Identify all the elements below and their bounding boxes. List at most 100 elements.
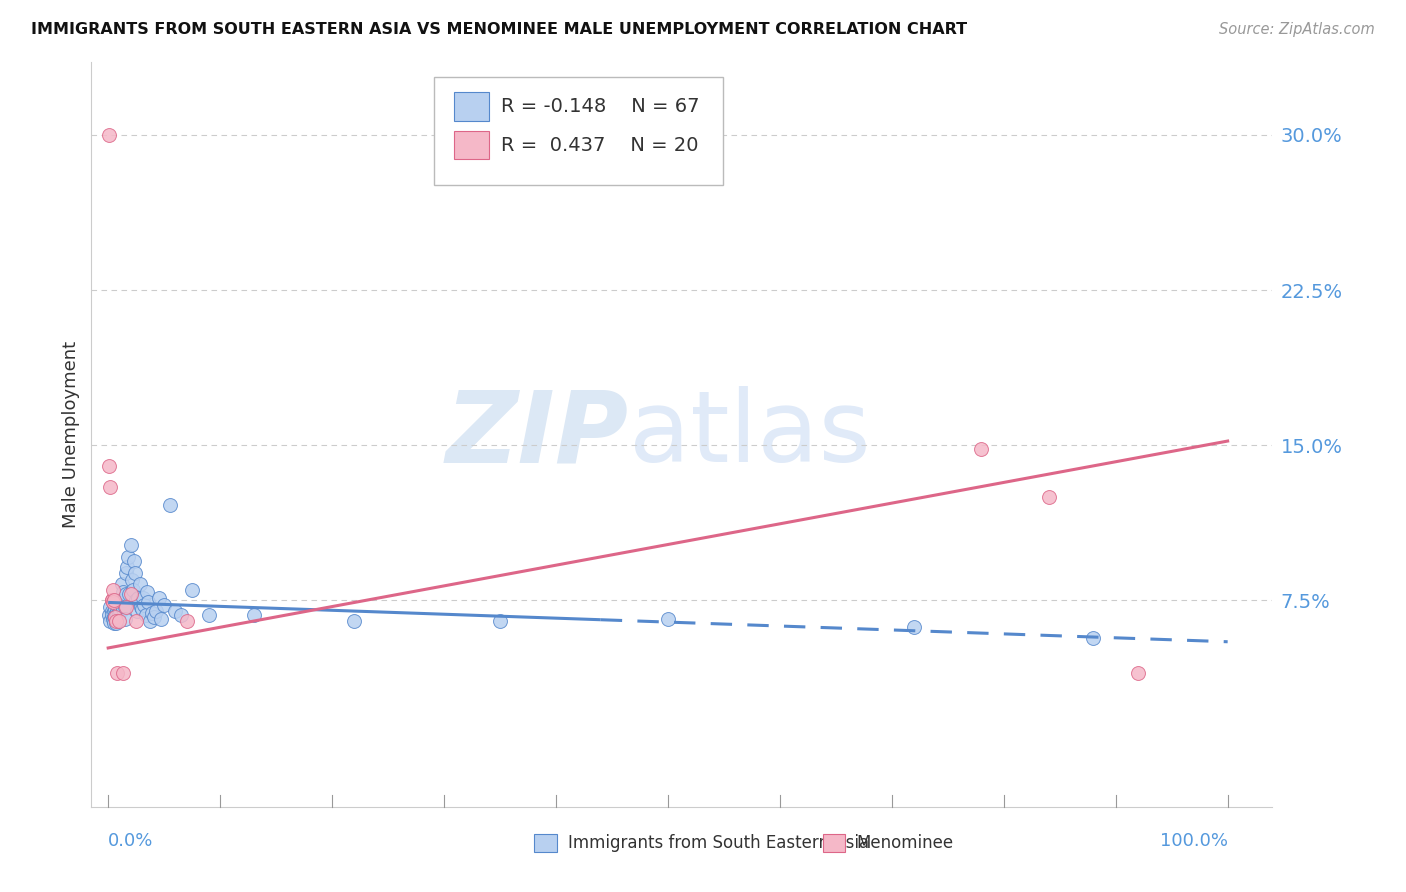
Point	[165, 604, 187, 618]
Point	[100, 479, 122, 493]
Point	[107, 612, 129, 626]
Point	[1126, 665, 1149, 680]
FancyBboxPatch shape	[434, 78, 723, 186]
Point	[343, 614, 366, 628]
Point	[104, 607, 127, 622]
Point	[117, 549, 139, 564]
Point	[129, 599, 152, 614]
Point	[101, 612, 124, 626]
Point	[127, 604, 149, 618]
Point	[100, 599, 122, 614]
Point	[120, 537, 142, 551]
Point	[138, 614, 160, 628]
Point	[112, 593, 135, 607]
Point	[103, 604, 125, 618]
Point	[198, 607, 221, 622]
Text: IMMIGRANTS FROM SOUTH EASTERN ASIA VS MENOMINEE MALE UNEMPLOYMENT CORRELATION CH: IMMIGRANTS FROM SOUTH EASTERN ASIA VS ME…	[31, 22, 967, 37]
Text: 0.0%: 0.0%	[108, 832, 153, 850]
Point	[143, 610, 166, 624]
Point	[970, 442, 993, 457]
Point	[1083, 631, 1105, 645]
Text: R =  0.437    N = 20: R = 0.437 N = 20	[501, 136, 699, 154]
Bar	[454, 131, 489, 160]
Point	[100, 593, 122, 607]
Point	[170, 607, 193, 622]
Point	[103, 616, 125, 631]
Point	[110, 577, 132, 591]
Point	[111, 601, 134, 615]
Point	[114, 612, 136, 626]
Point	[105, 616, 128, 631]
Point	[125, 593, 148, 607]
Point	[121, 573, 143, 587]
Point	[108, 606, 131, 620]
Bar	[454, 92, 489, 120]
Point	[105, 614, 128, 628]
Text: atlas: atlas	[628, 386, 870, 483]
Point	[100, 607, 122, 622]
Point	[122, 554, 145, 568]
Point	[105, 593, 128, 607]
Point	[657, 612, 679, 626]
Point	[176, 614, 198, 628]
Point	[115, 599, 138, 614]
Point	[153, 598, 176, 612]
Point	[108, 614, 131, 628]
Point	[107, 599, 129, 614]
Point	[101, 595, 124, 609]
Point	[903, 620, 925, 634]
Point	[141, 606, 163, 620]
Point	[131, 601, 153, 615]
Text: Immigrants from South Eastern Asia: Immigrants from South Eastern Asia	[568, 834, 869, 852]
Point	[100, 593, 122, 607]
Point	[181, 582, 204, 597]
Point	[118, 587, 141, 601]
Point	[148, 591, 170, 606]
Point	[105, 604, 128, 618]
Text: ZIP: ZIP	[446, 386, 628, 483]
Point	[105, 607, 128, 622]
Point	[135, 607, 157, 622]
Point	[103, 610, 125, 624]
Point	[125, 614, 148, 628]
Point	[127, 591, 149, 606]
Point	[110, 598, 132, 612]
Point	[1038, 490, 1060, 504]
Point	[101, 582, 124, 597]
Text: Menominee: Menominee	[856, 834, 953, 852]
Point	[136, 585, 159, 599]
Point	[114, 599, 136, 614]
Point	[132, 591, 155, 606]
Point	[242, 607, 264, 622]
Point	[98, 458, 121, 473]
Point	[132, 598, 155, 612]
Point	[104, 610, 127, 624]
Point	[100, 604, 122, 618]
Point	[103, 593, 125, 607]
Point	[100, 614, 122, 628]
Point	[145, 604, 167, 618]
Point	[108, 598, 131, 612]
Point	[98, 607, 121, 622]
Point	[98, 128, 121, 142]
Y-axis label: Male Unemployment: Male Unemployment	[62, 342, 80, 528]
Point	[149, 612, 172, 626]
Text: Source: ZipAtlas.com: Source: ZipAtlas.com	[1219, 22, 1375, 37]
Text: R = -0.148    N = 67: R = -0.148 N = 67	[501, 97, 700, 116]
Point	[111, 585, 134, 599]
Point	[110, 604, 132, 618]
Point	[105, 665, 128, 680]
Point	[159, 498, 181, 512]
Point	[101, 595, 124, 609]
Point	[128, 577, 150, 591]
Point	[115, 566, 138, 581]
Point	[120, 587, 142, 601]
Point	[111, 665, 134, 680]
Point	[138, 595, 160, 609]
Point	[124, 566, 146, 581]
Point	[121, 582, 143, 597]
Text: 100.0%: 100.0%	[1160, 832, 1227, 850]
Point	[115, 587, 138, 601]
Point	[115, 560, 138, 574]
Point	[489, 614, 512, 628]
